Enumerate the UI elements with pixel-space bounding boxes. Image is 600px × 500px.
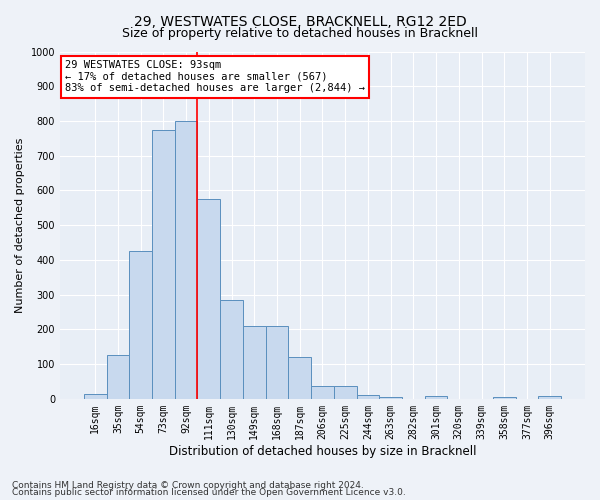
Bar — [220, 300, 243, 399]
Bar — [84, 394, 107, 399]
Text: Contains HM Land Registry data © Crown copyright and database right 2024.: Contains HM Land Registry data © Crown c… — [12, 480, 364, 490]
Bar — [425, 396, 448, 399]
Bar — [289, 357, 311, 399]
Bar — [107, 356, 129, 399]
Bar — [334, 386, 356, 399]
Text: 29, WESTWATES CLOSE, BRACKNELL, RG12 2ED: 29, WESTWATES CLOSE, BRACKNELL, RG12 2ED — [134, 15, 466, 29]
Bar — [311, 386, 334, 399]
Bar — [197, 199, 220, 399]
Bar — [129, 251, 152, 399]
Bar — [152, 130, 175, 399]
Bar — [493, 397, 515, 399]
X-axis label: Distribution of detached houses by size in Bracknell: Distribution of detached houses by size … — [169, 444, 476, 458]
Text: Contains public sector information licensed under the Open Government Licence v3: Contains public sector information licen… — [12, 488, 406, 497]
Bar — [379, 397, 402, 399]
Bar — [538, 396, 561, 399]
Bar — [266, 326, 289, 399]
Text: 29 WESTWATES CLOSE: 93sqm
← 17% of detached houses are smaller (567)
83% of semi: 29 WESTWATES CLOSE: 93sqm ← 17% of detac… — [65, 60, 365, 94]
Text: Size of property relative to detached houses in Bracknell: Size of property relative to detached ho… — [122, 28, 478, 40]
Bar — [243, 326, 266, 399]
Bar — [175, 121, 197, 399]
Y-axis label: Number of detached properties: Number of detached properties — [15, 138, 25, 313]
Bar — [356, 394, 379, 399]
